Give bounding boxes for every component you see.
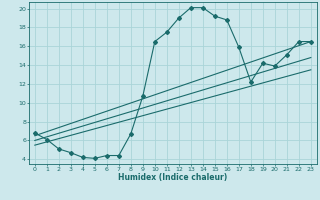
X-axis label: Humidex (Indice chaleur): Humidex (Indice chaleur) bbox=[118, 173, 228, 182]
